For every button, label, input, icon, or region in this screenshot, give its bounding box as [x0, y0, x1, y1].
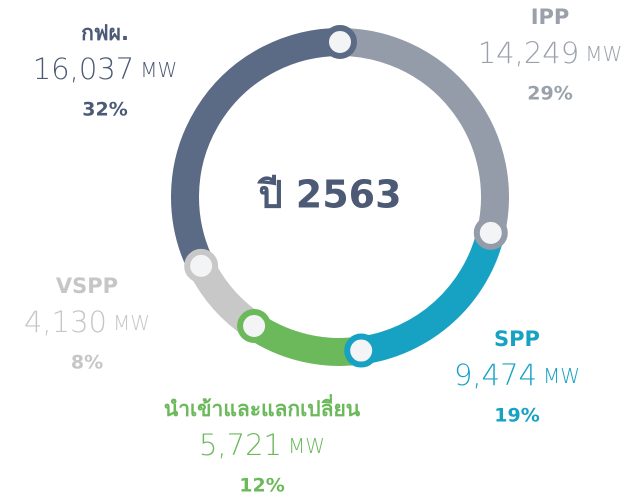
segment-name: IPP: [531, 5, 570, 29]
segment-name: SPP: [494, 327, 540, 351]
value-unit: MW: [113, 311, 150, 335]
value-unit: MW: [288, 434, 325, 458]
value-number: 5,721: [199, 428, 282, 462]
donut-segment: [358, 229, 505, 365]
donut-segment: [171, 28, 341, 273]
segment-dot: [323, 25, 357, 59]
segment-dot: [473, 215, 508, 250]
segment-dot: [184, 248, 219, 283]
value-number: 4,130: [24, 305, 107, 339]
segment-name: นำเข้าและแลกเปลี่ยน: [164, 393, 361, 421]
segment-name: กฟผ.: [81, 21, 129, 45]
value-number: 9,474: [454, 358, 537, 392]
segment-value: 5,721 MW: [199, 428, 325, 462]
segment-percent: 19%: [494, 405, 539, 427]
segment-dot: [344, 333, 379, 368]
segment-dot: [237, 309, 272, 344]
segment-value: 4,130 MW: [24, 305, 150, 339]
value-unit: MW: [543, 364, 580, 388]
value-unit: MW: [585, 42, 622, 66]
segment-value: 16,037 MW: [33, 52, 178, 86]
value-number: 16,037: [33, 52, 134, 86]
segment-percent: 29%: [527, 83, 572, 105]
segment-value: 9,474 MW: [454, 358, 580, 392]
segment-percent: 8%: [71, 352, 103, 374]
center-label: ปี 2563: [257, 173, 402, 217]
segment-percent: 12%: [239, 475, 284, 497]
value-unit: MW: [140, 58, 177, 82]
segment-percent: 32%: [82, 99, 127, 121]
segment-name: VSPP: [56, 274, 118, 298]
donut-segment: [339, 28, 509, 237]
value-number: 14,249: [478, 36, 579, 70]
segment-value: 14,249 MW: [478, 36, 623, 70]
